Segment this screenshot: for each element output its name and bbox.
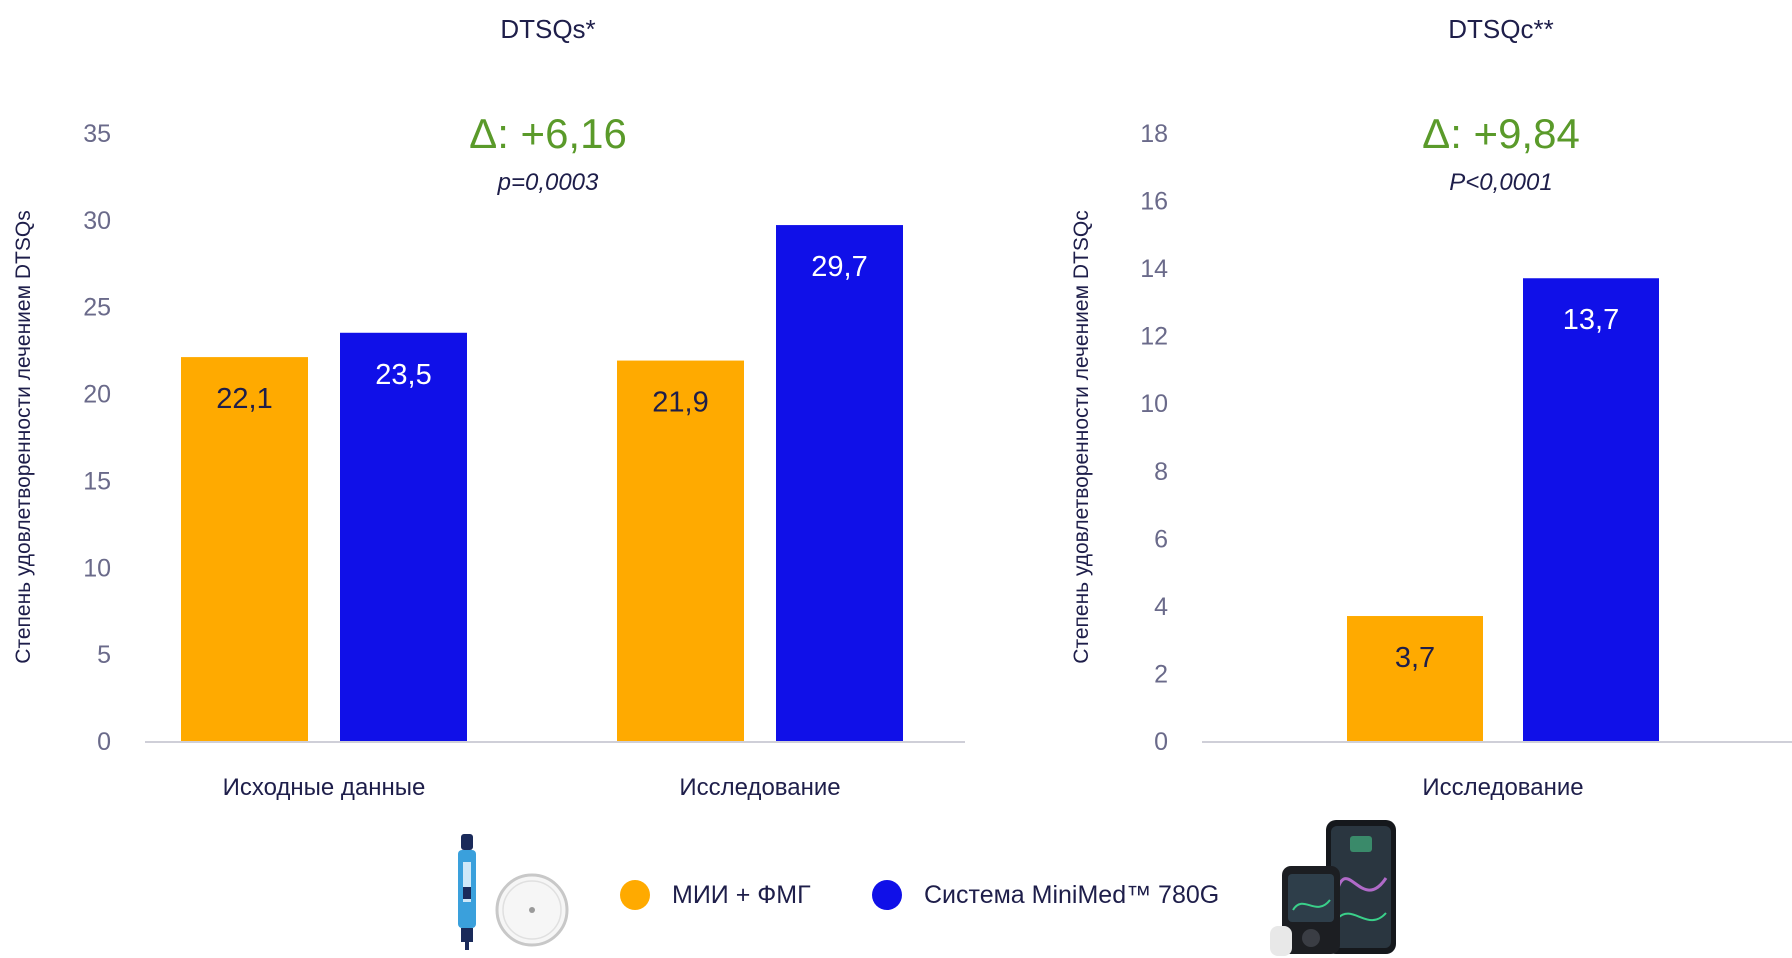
glucose-sensor-icon [495, 873, 569, 947]
dtsqs-ytick-label: 5 [97, 641, 111, 669]
dtsqs-bar-minimed [340, 332, 467, 741]
dtsqc-bar-minimed [1523, 278, 1659, 741]
dtsqs-data-label: 22,1 [216, 383, 272, 415]
dtsqc-ytick-label: 10 [1140, 390, 1168, 418]
legend-label-minimed: Система MiniMed™ 780G [924, 880, 1220, 909]
dtsqs-ytick-label: 20 [83, 381, 111, 409]
dtsqc-ytick-label: 2 [1154, 660, 1168, 688]
dtsqs-ytick-label: 30 [83, 207, 111, 235]
dtsqc-bar-mii [1347, 616, 1483, 741]
legend-item-mii: МИИ + ФМГ [620, 880, 811, 910]
legend-label-mii: МИИ + ФМГ [672, 880, 811, 909]
dtsqs-data-label: 23,5 [375, 359, 431, 391]
dtsqs-ytick-label: 25 [83, 294, 111, 322]
dtsqc-delta-annotation: Δ: +9,84 [1422, 110, 1580, 157]
dtsqs-bar-mii [181, 357, 308, 741]
legend-swatch-minimed [872, 880, 902, 910]
dtsqs-ytick-label: 15 [83, 467, 111, 495]
dtsqc-ytick-label: 12 [1140, 323, 1168, 351]
dtsqc-ytick-label: 6 [1154, 525, 1168, 553]
dtsqc-data-label: 3,7 [1395, 642, 1435, 674]
dtsqs-data-label: 29,7 [811, 251, 867, 283]
dtsqc-ytick-label: 16 [1140, 188, 1168, 216]
dtsqs-title: DTSQs* [500, 14, 595, 44]
dtsqs-category-label: Исходные данные [223, 774, 426, 801]
legend-swatch-mii [620, 880, 650, 910]
dtsqc-ytick-label: 18 [1140, 120, 1168, 148]
minimed-780g-pump-and-phone-icon [1270, 820, 1396, 956]
insulin-pen-icon [458, 834, 476, 950]
legend-item-minimed: Система MiniMed™ 780G [872, 880, 1219, 910]
dtsqs-bar-mii [617, 360, 744, 741]
dtsqs-data-label: 21,9 [652, 387, 708, 419]
legend: МИИ + ФМГ Система MiniMed™ 780G [0, 820, 1792, 956]
dtsqc-ytick-label: 14 [1140, 255, 1168, 283]
dtsqc-title: DTSQc** [1448, 14, 1553, 44]
dtsqs-ytick-label: 35 [83, 120, 111, 148]
dtsqs-ytick-label: 10 [83, 554, 111, 582]
dtsqs-y-axis-label: Степень удовлетворенности лечением DTSQs [12, 210, 35, 663]
dtsqc-ytick-label: 8 [1154, 458, 1168, 486]
dtsqc-category-label: Исследование [1422, 774, 1583, 801]
dtsqc-p-value: P<0,0001 [1449, 169, 1552, 196]
dtsqc-data-label: 13,7 [1563, 304, 1619, 336]
dtsqc-y-axis-label: Степень удовлетворенности лечением DTSQc [1070, 210, 1093, 663]
dtsqs-bar-minimed [776, 225, 903, 741]
dtsqc-ytick-label: 4 [1154, 593, 1168, 621]
dtsqs-delta-annotation: Δ: +6,16 [469, 110, 627, 157]
dtsqs-ytick-label: 0 [97, 728, 111, 756]
dtsqs-category-label: Исследование [679, 774, 840, 801]
dtsqs-p-value: p=0,0003 [497, 169, 599, 196]
dtsqc-ytick-label: 0 [1154, 728, 1168, 756]
